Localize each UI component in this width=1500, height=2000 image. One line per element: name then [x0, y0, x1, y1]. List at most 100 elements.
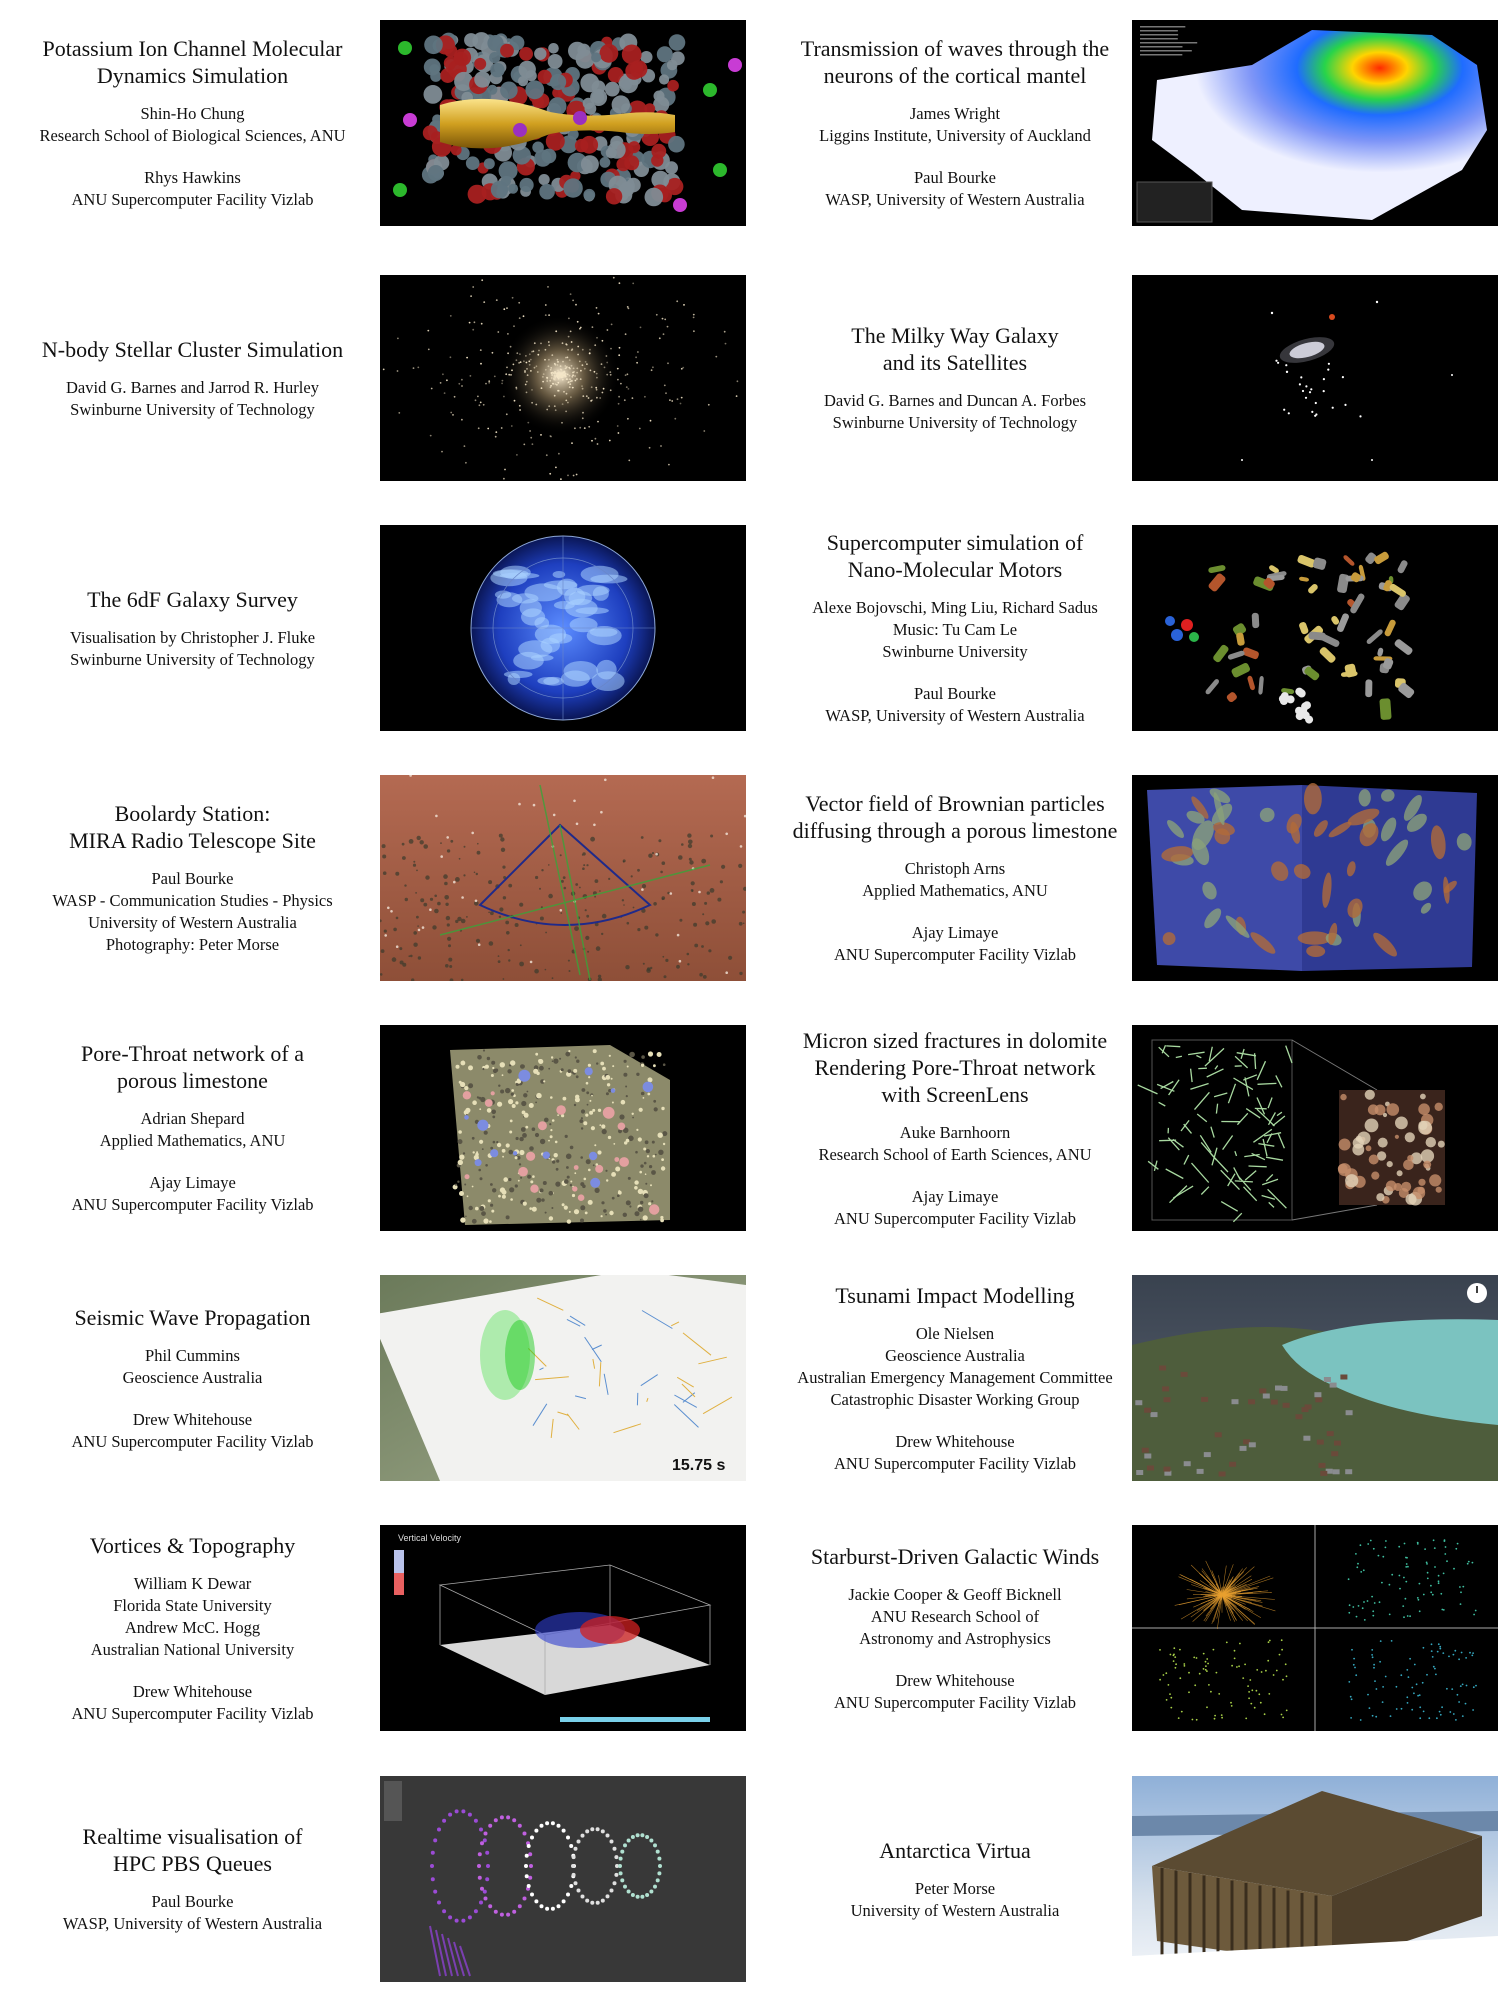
entry-credit-block: William K Dewar Florida State University A…	[91, 1573, 294, 1661]
entry-title-line: Vector field of Brownian particles	[805, 791, 1105, 816]
entry-credit-line: Drew Whitehouse	[895, 1431, 1015, 1451]
entry-credit-block: Adrian Shepard Applied Mathematics, ANU	[100, 1108, 286, 1152]
entry-credit-line: Florida State University	[113, 1595, 272, 1615]
entry-title: Realtime visualisation of HPC PBS Queues	[83, 1823, 303, 1877]
entry-title-line: diffusing through a porous limestone	[792, 818, 1118, 843]
entry-credit-line: Jackie Cooper & Geoff Bicknell	[848, 1584, 1062, 1604]
entry-credit-line: Geoscience Australia	[122, 1367, 263, 1387]
entry-title-line: Starburst-Driven Galactic Winds	[810, 1543, 1100, 1569]
entry-credit-line: James Wright	[909, 104, 1001, 123]
entry-credit-block: Ajay Limaye ANU Supercomputer Facility Vi…	[834, 922, 1076, 966]
entry-title: Micron sized fractures in dolomite Render…	[803, 1027, 1107, 1108]
entry-credit-block: Phil Cummins Geoscience Australia	[123, 1345, 263, 1389]
entry-title: Vector field of Brownian particles diffus…	[793, 790, 1118, 844]
entry-caption: Pore-Throat network of a porous limestone…	[10, 1025, 375, 1231]
entry-credit-line: Australian National University	[90, 1639, 295, 1659]
entry-caption: Starburst-Driven Galactic Winds Jackie Co…	[775, 1525, 1135, 1731]
entry-title: Antarctica Virtua	[879, 1837, 1031, 1864]
entry-title: Vortices & Topography	[90, 1532, 295, 1559]
entry-title-line: neurons of the cortical mantel	[823, 63, 1087, 88]
entry-credit-block: Shin-Ho Chung Research School of Biologic…	[39, 103, 345, 147]
image-label: Vertical Velocity	[398, 1533, 462, 1543]
entry-caption: N-body Stellar Cluster Simulation David G…	[10, 275, 375, 481]
entry-credit-line: Ajay Limaye	[911, 1186, 999, 1206]
entry-credit-line: Alexe Bojovschi, Ming Liu, Richard Sadus	[812, 598, 1098, 617]
entry-title-line: Nano-Molecular Motors	[847, 557, 1063, 582]
entry-title: Starburst-Driven Galactic Winds	[811, 1543, 1099, 1570]
entry-credit-block: Peter Morse University of Western Austral…	[851, 1878, 1060, 1922]
entry-title-line: and its Satellites	[882, 350, 1028, 375]
entry-title-line: Transmission of waves through the	[800, 36, 1110, 61]
entry-credit-line: ANU Supercomputer Facility Vizlab	[71, 1703, 314, 1723]
entry-title: The 6dF Galaxy Survey	[87, 586, 298, 613]
entry-caption: Vector field of Brownian particles diffus…	[775, 775, 1135, 981]
entry-credit-line: Australian Emergency Management Committe…	[797, 1367, 1113, 1387]
entry-title-line: Antarctica Virtua	[879, 1837, 1031, 1863]
entry-credit-line: WASP, University of Western Australia	[62, 1914, 323, 1933]
entry-credit-line: Applied Mathematics, ANU	[99, 1131, 286, 1150]
limestone-vector-image	[1132, 775, 1498, 981]
entry-title-line: Seismic Wave Propagation	[74, 1304, 311, 1330]
entry-title-line: porous limestone	[117, 1068, 268, 1093]
entry-credit-line: Auke Barnhoorn	[899, 1122, 1011, 1142]
entry-credit-block: Drew Whitehouse ANU Supercomputer Facilit…	[834, 1670, 1076, 1714]
entry-credit-block: Christoph Arns Applied Mathematics, ANU	[862, 858, 1048, 902]
entry-caption: The Milky Way Galaxy and its Satellites Da…	[775, 275, 1135, 481]
entry-credit-line: Ajay Limaye	[911, 923, 999, 942]
entry-title-line: with ScreenLens	[881, 1081, 1029, 1107]
entry-credit-line: Paul Bourke	[151, 869, 234, 888]
entry-title-line: Tsunami Impact Modelling	[835, 1282, 1075, 1308]
entry-title: Seismic Wave Propagation	[74, 1304, 310, 1331]
entry-credit-line: Swinburne University of Technology	[70, 399, 315, 419]
entry-title-line: The Milky Way Galaxy	[851, 323, 1059, 348]
entry-credit-line: Peter Morse	[914, 1878, 996, 1898]
entry-credit-line: Drew Whitehouse	[132, 1409, 253, 1429]
entry-credit-line: Swinburne University of Technology	[832, 413, 1078, 432]
entry-title-line: Supercomputer simulation of	[826, 530, 1084, 555]
entry-credit-line: ANU Supercomputer Facility Vizlab	[833, 1453, 1077, 1473]
entry-credit-line: Visualisation by Christopher J. Fluke	[69, 627, 316, 647]
pbs-queue-image	[380, 1776, 746, 1982]
entry-title: Potassium Ion Channel Molecular Dynamics …	[42, 35, 342, 89]
entry-credit-line: Photography: Peter Morse	[105, 935, 280, 954]
entry-credit-block: Drew Whitehouse ANU Supercomputer Facilit…	[71, 1409, 313, 1453]
entry-title-line: MIRA Radio Telescope Site	[69, 828, 316, 853]
entry-credit-line: ANU Supercomputer Facility Vizlab	[833, 1692, 1077, 1712]
entry-title-line: Potassium Ion Channel Molecular	[42, 36, 343, 61]
entry-credit-block: Paul Bourke WASP - Communication Studies …	[52, 868, 332, 956]
entry-caption: Tsunami Impact Modelling Ole Nielsen Geosc…	[775, 1275, 1135, 1481]
entry-caption: Vortices & Topography William K Dewar Flor…	[10, 1525, 375, 1731]
gallery-row: Potassium Ion Channel Molecular Dynamics …	[0, 20, 1500, 226]
entry-credit-block: Jackie Cooper & Geoff Bicknell ANU Resear…	[848, 1584, 1061, 1650]
entry-credit-block: David G. Barnes and Duncan A. Forbes Swin…	[824, 390, 1086, 434]
molecular-motor-image	[1132, 525, 1498, 731]
gallery-row: Seismic Wave Propagation Phil Cummins Geos…	[0, 1275, 1500, 1481]
entry-title-line: Dynamics Simulation	[96, 63, 289, 88]
entry-credit-line: Swinburne University	[882, 642, 1028, 661]
entry-title: Supercomputer simulation of Nano-Molecula…	[827, 529, 1084, 583]
entry-credit-block: David G. Barnes and Jarrod R. Hurley Swin…	[66, 377, 319, 421]
gallery-row: Boolardy Station: MIRA Radio Telescope Si…	[0, 775, 1500, 981]
seismic-map-image: 15.75 s	[380, 1275, 746, 1481]
entry-credit-line: Paul Bourke	[913, 684, 997, 703]
entry-credit-block: Visualisation by Christopher J. Fluke Swi…	[70, 627, 315, 671]
entry-credit-line: Drew Whitehouse	[895, 1670, 1015, 1690]
tsunami-coast-image	[1132, 1275, 1498, 1481]
entry-title-line: Micron sized fractures in dolomite	[802, 1027, 1108, 1053]
entry-title-line: Rendering Pore-Throat network	[814, 1054, 1096, 1080]
entry-caption: Boolardy Station: MIRA Radio Telescope Si…	[10, 775, 375, 981]
telescope-site-image	[380, 775, 746, 981]
cortical-wave-image	[1132, 20, 1498, 226]
entry-caption: Realtime visualisation of HPC PBS Queues P…	[10, 1776, 375, 1982]
entry-credit-line: Astronomy and Astrophysics	[859, 1628, 1051, 1648]
entry-credit-line: Research School of Earth Sciences, ANU	[818, 1144, 1092, 1164]
entry-title-line: HPC PBS Queues	[113, 1851, 272, 1876]
entry-title: Tsunami Impact Modelling	[835, 1282, 1074, 1309]
entry-title: The Milky Way Galaxy and its Satellites	[851, 322, 1058, 376]
entry-credit-line: Rhys Hawkins	[144, 168, 241, 187]
entry-credit-block: Ole Nielsen Geoscience Australia Australia…	[797, 1323, 1112, 1411]
entry-title-line: The 6dF Galaxy Survey	[87, 586, 298, 612]
entry-credit-line: Swinburne University of Technology	[70, 649, 315, 669]
entry-credit-line: Christoph Arns	[904, 859, 1006, 878]
galactic-wind-image	[1132, 1525, 1498, 1731]
